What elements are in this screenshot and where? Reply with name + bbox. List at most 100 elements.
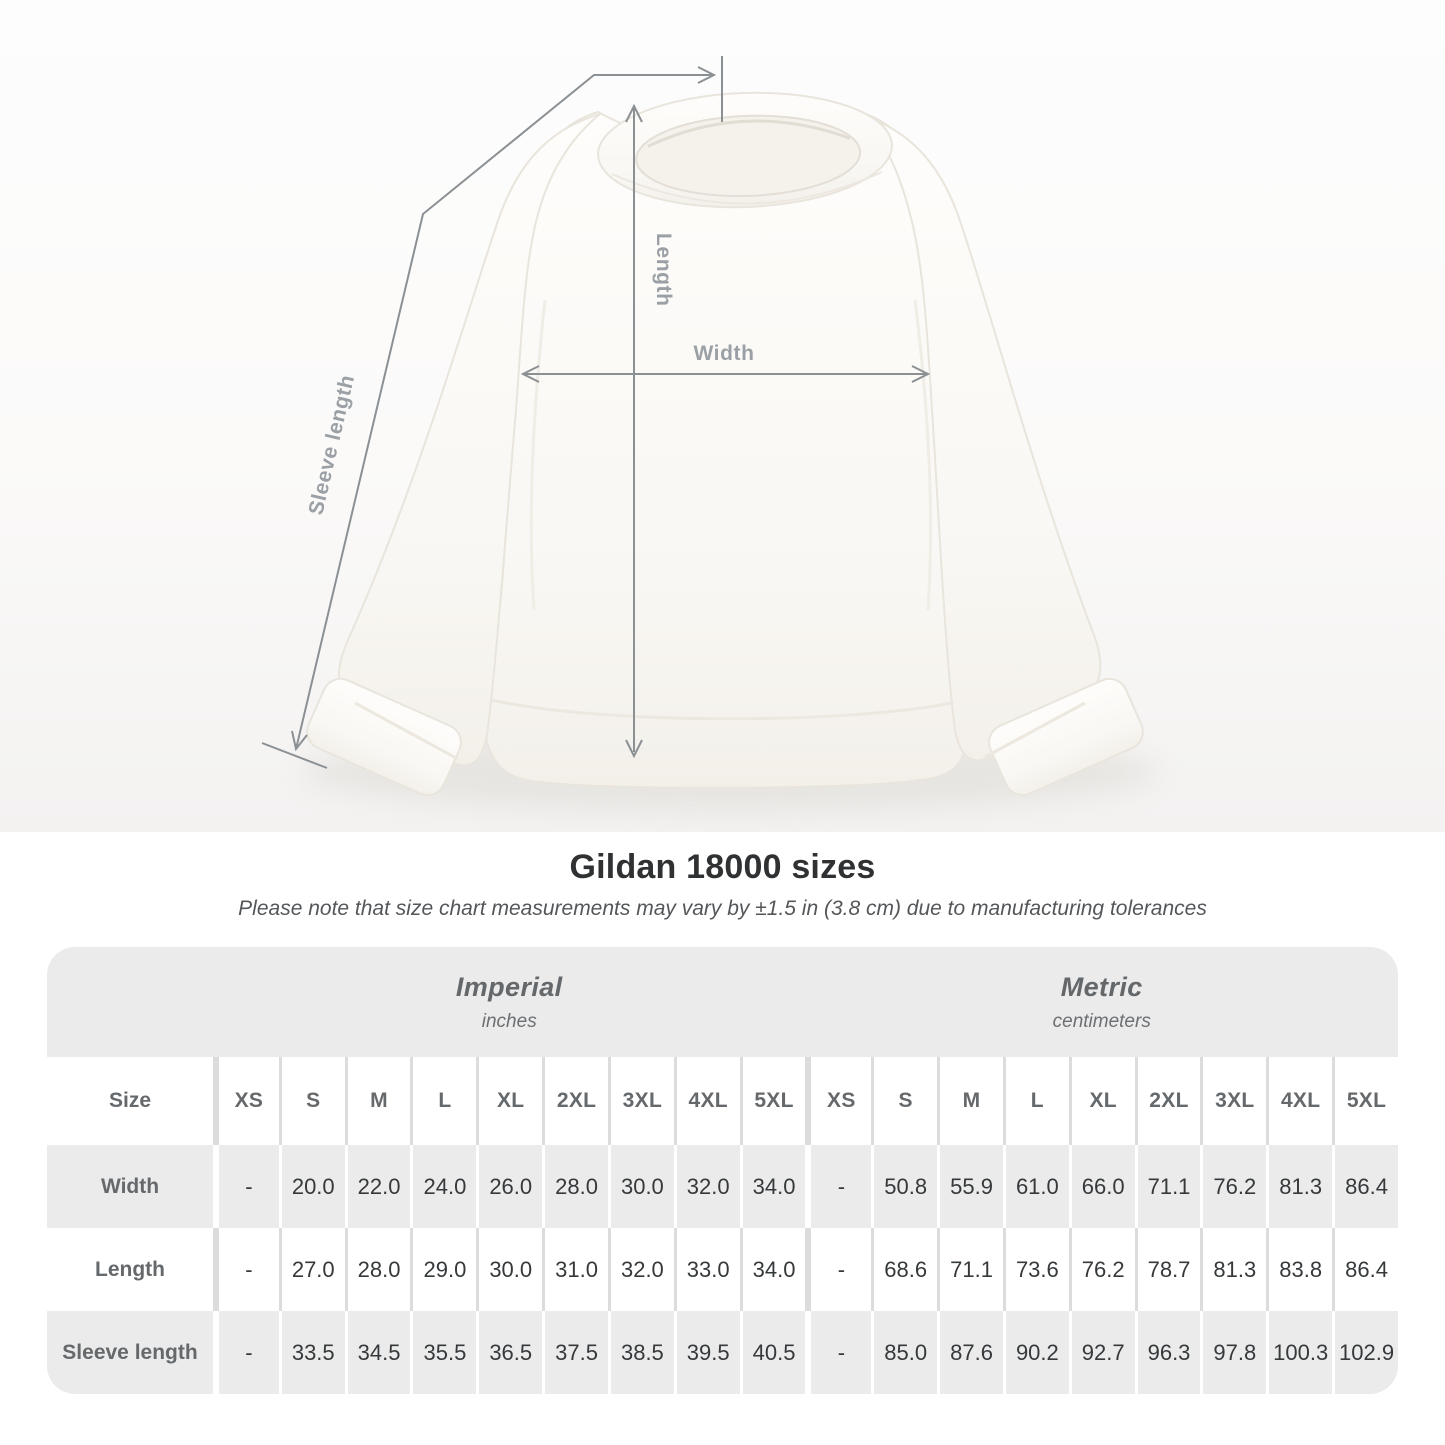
torso	[483, 110, 972, 789]
table-row-sleeve-length: Sleeve length - 33.5 34.5 35.5 36.5 37.5…	[47, 1311, 1398, 1394]
col-header: 3XL	[1200, 1057, 1267, 1145]
size-table: Imperial inches Metric centimeters Size …	[47, 947, 1398, 1394]
collar-opening	[635, 114, 862, 198]
value-cell: 31.0	[542, 1228, 608, 1311]
col-header: S	[278, 1057, 345, 1145]
arrow-right-icon	[911, 365, 931, 383]
sweatshirt-illustration	[306, 91, 1144, 797]
value-cell: -	[805, 1228, 872, 1311]
value-cell: 39.5	[673, 1311, 740, 1394]
right-crease	[913, 299, 933, 611]
value-cell: 81.3	[1266, 1145, 1333, 1228]
col-header: 2XL	[1134, 1057, 1201, 1145]
unit-groups-row: Imperial inches Metric centimeters	[47, 947, 1398, 1057]
value-cell: 55.9	[937, 1145, 1003, 1228]
length-label: Length	[652, 233, 675, 307]
value-cell: 81.3	[1200, 1228, 1267, 1311]
value-cell: 61.0	[1002, 1145, 1069, 1228]
width-label: Width	[693, 342, 754, 365]
value-cell: 28.0	[344, 1228, 411, 1311]
table-row-length: Length - 27.0 28.0 29.0 30.0 31.0 32.0 3…	[47, 1228, 1398, 1311]
col-header: M	[937, 1057, 1003, 1145]
value-cell: 28.0	[542, 1145, 608, 1228]
right-cuff-seam	[984, 701, 1086, 759]
col-header: M	[344, 1057, 411, 1145]
value-cell: 34.5	[344, 1311, 411, 1394]
measurement-lines	[261, 56, 931, 769]
metric-group-header: Metric centimeters	[805, 947, 1398, 1057]
left-cuff-seam	[354, 701, 459, 761]
value-cell: 76.2	[1200, 1145, 1267, 1228]
hem-seam	[491, 698, 967, 721]
page-title: Gildan 18000 sizes	[569, 848, 876, 886]
value-cell: 26.0	[476, 1145, 543, 1228]
value-cell: 37.5	[542, 1311, 608, 1394]
col-header: XL	[1068, 1057, 1135, 1145]
value-cell: 97.8	[1200, 1311, 1267, 1394]
value-cell: 50.8	[871, 1145, 938, 1228]
col-header: 2XL	[542, 1057, 608, 1145]
length-measure-line	[625, 103, 643, 759]
value-cell: 29.0	[410, 1228, 477, 1311]
value-cell: 90.2	[1002, 1311, 1069, 1394]
value-cell: 66.0	[1068, 1145, 1135, 1228]
left-crease	[529, 299, 547, 611]
col-header: 5XL	[1332, 1057, 1398, 1145]
value-cell: -	[213, 1228, 279, 1311]
value-cell: 30.0	[607, 1145, 674, 1228]
imperial-unit-label: inches	[481, 1010, 537, 1032]
cuff-tick	[261, 742, 328, 769]
col-header: 3XL	[607, 1057, 674, 1145]
value-cell: 68.6	[871, 1228, 938, 1311]
imperial-group-header: Imperial inches	[213, 947, 806, 1057]
value-cell: 34.0	[739, 1145, 806, 1228]
col-header: XS	[213, 1057, 279, 1145]
width-measure-line	[520, 365, 931, 383]
sleeve-length-label: Sleeve length	[304, 372, 359, 517]
value-cell: 86.4	[1332, 1145, 1398, 1228]
tolerance-note: Please note that size chart measurements…	[238, 897, 1207, 920]
col-header: L	[1002, 1057, 1069, 1145]
col-header: L	[410, 1057, 477, 1145]
col-header: 5XL	[739, 1057, 806, 1145]
value-cell: -	[805, 1145, 872, 1228]
value-cell: 33.5	[278, 1311, 345, 1394]
value-cell: 86.4	[1332, 1228, 1398, 1311]
value-cell: 32.0	[607, 1228, 674, 1311]
metric-label: Metric	[1060, 971, 1143, 1002]
sweatshirt-diagram: Length Width Sleeve length	[261, 56, 1160, 812]
value-cell: 87.6	[937, 1311, 1003, 1394]
value-cell: -	[805, 1311, 872, 1394]
arrow-down-icon	[625, 739, 643, 759]
size-header-cell: Size	[47, 1057, 213, 1145]
left-cuff	[306, 677, 462, 797]
row-label-cell: Length	[47, 1228, 213, 1311]
value-cell: 100.3	[1266, 1311, 1333, 1394]
arrow-left-icon	[520, 365, 540, 383]
value-cell: 35.5	[410, 1311, 477, 1394]
arrow-right-icon	[697, 66, 717, 84]
value-cell: 34.0	[739, 1228, 806, 1311]
value-cell: 96.3	[1134, 1311, 1201, 1394]
row-label-cell: Width	[47, 1145, 213, 1228]
imperial-label: Imperial	[455, 971, 563, 1002]
col-header: S	[871, 1057, 938, 1145]
right-cuff	[988, 677, 1144, 797]
value-cell: 73.6	[1002, 1228, 1069, 1311]
arrow-up-icon	[625, 103, 643, 123]
collar	[597, 91, 893, 209]
col-header: XS	[805, 1057, 872, 1145]
right-sleeve	[857, 113, 1102, 762]
value-cell: 33.0	[673, 1228, 740, 1311]
metric-unit-label: centimeters	[1052, 1010, 1151, 1032]
sleeve-measure-line	[261, 56, 723, 769]
value-cell: 30.0	[476, 1228, 543, 1311]
unit-band-corner	[47, 947, 213, 1057]
value-cell: 76.2	[1068, 1228, 1135, 1311]
value-cell: 78.7	[1134, 1228, 1201, 1311]
collar-seam	[611, 171, 883, 205]
value-cell: 24.0	[410, 1145, 477, 1228]
value-cell: 27.0	[278, 1228, 345, 1311]
value-cell: 71.1	[937, 1228, 1003, 1311]
value-cell: 85.0	[871, 1311, 938, 1394]
